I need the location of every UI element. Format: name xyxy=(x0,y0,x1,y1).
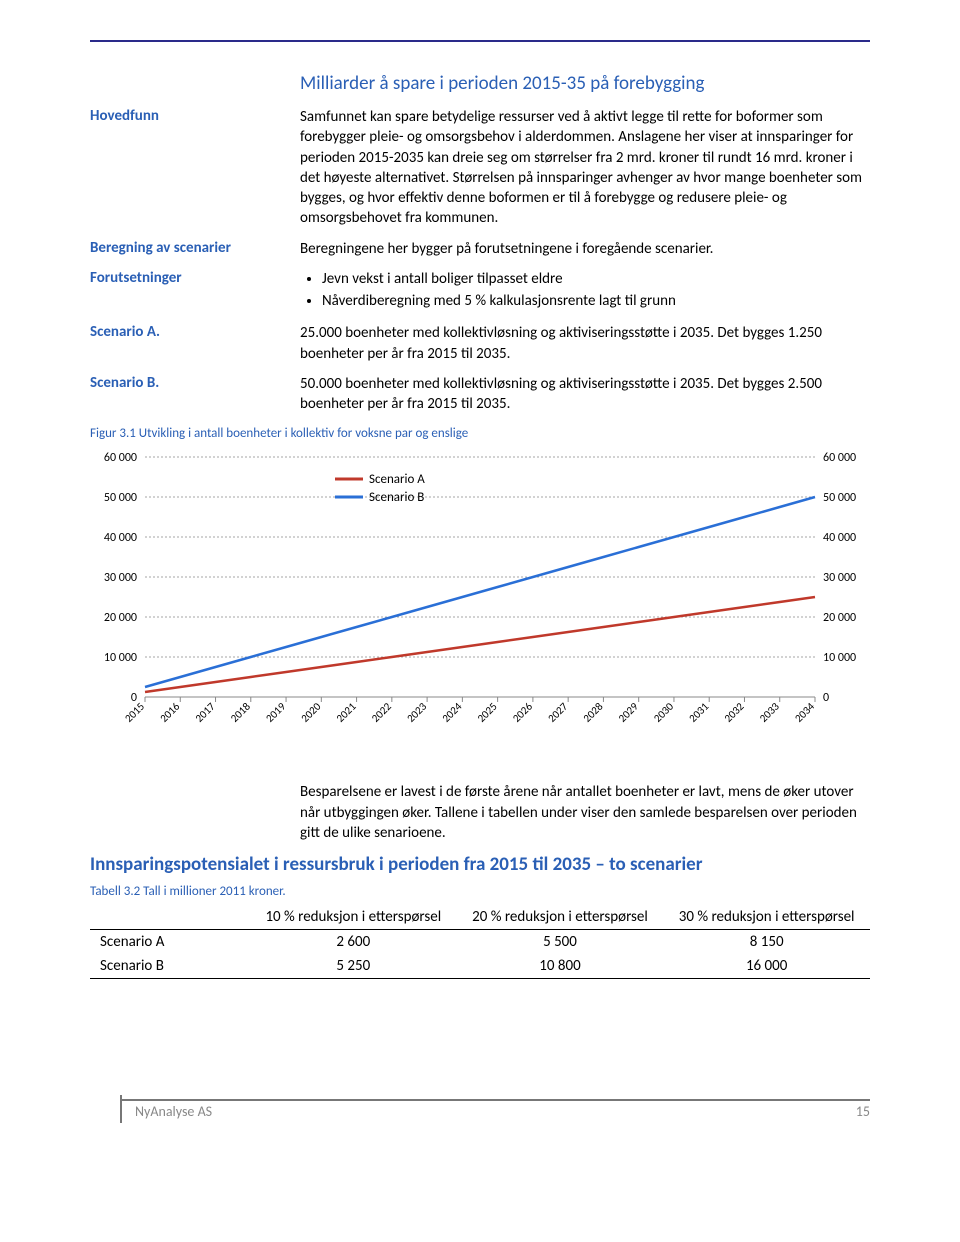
footer-rule xyxy=(120,1099,870,1101)
cell: 5 500 xyxy=(457,930,664,955)
label-scenA: Scenario A. xyxy=(90,323,300,364)
svg-text:30 000: 30 000 xyxy=(104,571,137,585)
svg-text:2025: 2025 xyxy=(475,700,500,725)
svg-text:Scenario A: Scenario A xyxy=(369,472,425,487)
table-row: Scenario B 5 250 10 800 16 000 xyxy=(90,954,870,979)
table-row: Scenario A 2 600 5 500 8 150 xyxy=(90,930,870,955)
forut-item-1: Jevn vekst i antall boliger tilpasset el… xyxy=(322,269,870,289)
svg-text:2023: 2023 xyxy=(404,700,429,725)
label-hovedfunn: Hovedfunn xyxy=(90,107,300,229)
top-rule xyxy=(90,40,870,42)
row-scenario-a: Scenario A. 25.000 boenheter med kollekt… xyxy=(90,323,870,364)
row-hovedfunn: Hovedfunn Samfunnet kan spare betydelige… xyxy=(90,107,870,229)
svg-text:40 000: 40 000 xyxy=(104,531,137,545)
text-beregning: Beregningene her bygger på forutsetninge… xyxy=(300,239,870,259)
forut-list: Jevn vekst i antall boliger tilpasset el… xyxy=(300,269,870,312)
cell: 8 150 xyxy=(663,930,870,955)
th-blank xyxy=(90,905,250,930)
svg-text:10 000: 10 000 xyxy=(104,651,137,665)
svg-text:2016: 2016 xyxy=(157,700,182,725)
svg-text:2024: 2024 xyxy=(440,700,465,725)
cell: Scenario B xyxy=(90,954,250,979)
text-scenB: 50.000 boenheter med kollektivløsning og… xyxy=(300,374,870,415)
cell: 10 800 xyxy=(457,954,664,979)
svg-text:2018: 2018 xyxy=(228,700,253,725)
svg-text:2032: 2032 xyxy=(722,700,747,725)
svg-text:40 000: 40 000 xyxy=(823,531,856,545)
text-besparelse: Besparelsene er lavest i de første årene… xyxy=(300,782,870,843)
svg-text:2020: 2020 xyxy=(298,700,323,725)
th-20: 20 % reduksjon i etterspørsel xyxy=(457,905,664,930)
footer-mark xyxy=(120,1095,122,1123)
svg-text:2022: 2022 xyxy=(369,700,394,725)
page-number: 15 xyxy=(856,1103,870,1120)
row-besparelse: Besparelsene er lavest i de første årene… xyxy=(90,782,870,843)
svg-text:2017: 2017 xyxy=(193,700,218,725)
svg-text:10 000: 10 000 xyxy=(823,651,856,665)
svg-text:2034: 2034 xyxy=(792,700,817,725)
svg-text:2031: 2031 xyxy=(686,700,711,725)
svg-text:2026: 2026 xyxy=(510,700,535,725)
svg-text:50 000: 50 000 xyxy=(104,491,137,505)
th-10: 10 % reduksjon i etterspørsel xyxy=(250,905,457,930)
svg-text:60 000: 60 000 xyxy=(104,451,137,465)
savings-heading: Innsparingspotensialet i ressursbruk i p… xyxy=(90,853,870,876)
table-caption: Tabell 3.2 Tall i millioner 2011 kroner. xyxy=(90,884,870,899)
svg-text:0: 0 xyxy=(823,691,829,705)
svg-text:2029: 2029 xyxy=(616,700,641,725)
section-title: Milliarder å spare i perioden 2015-35 på… xyxy=(300,72,870,95)
svg-text:2019: 2019 xyxy=(263,700,288,725)
text-hovedfunn: Samfunnet kan spare betydelige ressurser… xyxy=(300,107,870,229)
svg-text:60 000: 60 000 xyxy=(823,451,856,465)
row-beregning: Beregning av scenarier Beregningene her … xyxy=(90,239,870,259)
svg-text:2015: 2015 xyxy=(122,700,147,725)
label-beregning: Beregning av scenarier xyxy=(90,239,300,259)
label-forut: Forutsetninger xyxy=(90,269,300,314)
cell: 5 250 xyxy=(250,954,457,979)
svg-text:50 000: 50 000 xyxy=(823,491,856,505)
cell: 16 000 xyxy=(663,954,870,979)
svg-text:2028: 2028 xyxy=(581,700,606,725)
line-chart: 0010 00010 00020 00020 00030 00030 00040… xyxy=(90,447,870,757)
svg-text:20 000: 20 000 xyxy=(823,611,856,625)
table-header-row: 10 % reduksjon i etterspørsel 20 % reduk… xyxy=(90,905,870,930)
chart-container: 0010 00010 00020 00020 00030 00030 00040… xyxy=(90,447,870,757)
cell: Scenario A xyxy=(90,930,250,955)
page-footer: NyAnalyse AS 15 xyxy=(90,1099,870,1124)
savings-table: 10 % reduksjon i etterspørsel 20 % reduk… xyxy=(90,905,870,979)
svg-text:2021: 2021 xyxy=(334,700,359,725)
svg-text:20 000: 20 000 xyxy=(104,611,137,625)
svg-text:Scenario B: Scenario B xyxy=(369,490,424,505)
svg-text:2027: 2027 xyxy=(545,700,570,725)
forut-item-2: Nåverdiberegning med 5 % kalkulasjonsren… xyxy=(322,291,870,311)
row-forutsetninger: Forutsetninger Jevn vekst i antall bolig… xyxy=(90,269,870,314)
svg-text:2033: 2033 xyxy=(757,700,782,725)
cell: 2 600 xyxy=(250,930,457,955)
svg-text:2030: 2030 xyxy=(651,700,676,725)
th-30: 30 % reduksjon i etterspørsel xyxy=(663,905,870,930)
footer-org: NyAnalyse AS xyxy=(135,1103,212,1120)
text-scenA: 25.000 boenheter med kollektivløsning og… xyxy=(300,323,870,364)
figure-caption: Figur 3.1 Utvikling i antall boenheter i… xyxy=(90,426,870,441)
svg-text:30 000: 30 000 xyxy=(823,571,856,585)
label-scenB: Scenario B. xyxy=(90,374,300,415)
row-scenario-b: Scenario B. 50.000 boenheter med kollekt… xyxy=(90,374,870,415)
